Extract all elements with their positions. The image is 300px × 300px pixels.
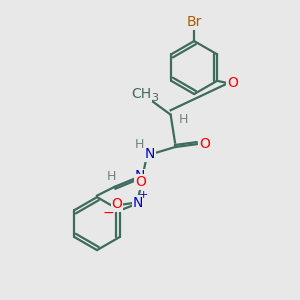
Text: Br: Br [187,15,202,29]
Text: O: O [136,176,147,189]
Text: N: N [134,169,145,184]
Text: CH: CH [131,87,151,101]
Text: +: + [139,190,148,200]
Text: O: O [112,197,122,212]
Text: H: H [106,170,116,183]
Text: O: O [227,76,238,90]
Text: H: H [178,113,188,127]
Text: −: − [103,206,115,220]
Text: O: O [199,137,210,151]
Text: N: N [145,147,155,161]
Text: N: N [133,196,143,210]
Text: H: H [135,138,144,151]
Text: 3: 3 [151,93,158,103]
